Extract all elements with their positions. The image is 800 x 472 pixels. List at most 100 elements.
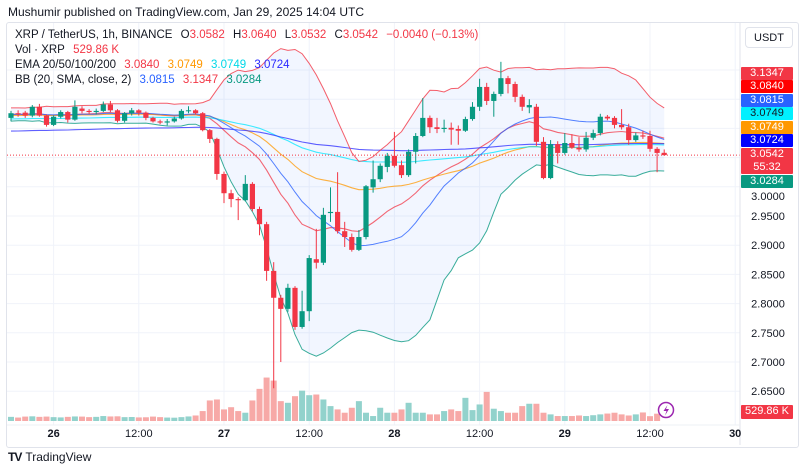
candle[interactable] — [448, 122, 454, 145]
candle[interactable] — [363, 185, 369, 240]
candle[interactable] — [164, 119, 170, 126]
candle[interactable] — [122, 112, 128, 123]
candle[interactable] — [299, 290, 305, 329]
candle[interactable] — [278, 294, 284, 362]
candle[interactable] — [569, 134, 575, 149]
candle[interactable] — [512, 81, 518, 103]
candle[interactable] — [342, 221, 348, 247]
candle[interactable] — [484, 82, 490, 106]
candle[interactable] — [356, 230, 362, 252]
candle[interactable] — [51, 115, 57, 127]
candle[interactable] — [526, 99, 532, 114]
candle[interactable] — [597, 113, 603, 136]
candle[interactable] — [221, 171, 227, 204]
volume-bar — [79, 416, 85, 421]
candle[interactable] — [633, 132, 639, 142]
candle[interactable] — [562, 133, 568, 155]
candle[interactable] — [207, 128, 213, 143]
candle[interactable] — [228, 189, 234, 208]
candle[interactable] — [150, 116, 156, 123]
candle[interactable] — [200, 112, 206, 132]
currency-button[interactable]: USDT — [745, 27, 793, 48]
candle[interactable] — [256, 206, 263, 236]
candle[interactable] — [15, 110, 21, 117]
candle[interactable] — [306, 255, 312, 322]
candle[interactable] — [469, 102, 476, 121]
candle[interactable] — [29, 105, 35, 118]
candle[interactable] — [72, 100, 78, 121]
candle[interactable] — [505, 75, 511, 94]
candle[interactable] — [604, 114, 610, 121]
candle[interactable] — [640, 130, 646, 139]
candle[interactable] — [462, 116, 468, 132]
candle[interactable] — [264, 221, 270, 281]
candle[interactable] — [143, 111, 149, 121]
candle[interactable] — [86, 109, 92, 114]
candle[interactable] — [79, 106, 85, 114]
candle[interactable] — [519, 94, 525, 111]
candle[interactable] — [185, 106, 192, 114]
candle[interactable] — [292, 286, 298, 330]
candle[interactable] — [626, 123, 632, 145]
candle[interactable] — [477, 78, 483, 111]
candle[interactable] — [8, 110, 14, 122]
candle[interactable] — [114, 109, 121, 123]
candle[interactable] — [533, 103, 539, 146]
candle[interactable] — [498, 61, 504, 97]
candle[interactable] — [93, 108, 99, 115]
candle[interactable] — [43, 114, 50, 127]
candle[interactable] — [271, 262, 277, 389]
candle[interactable] — [285, 283, 291, 312]
alert-button[interactable] — [657, 401, 675, 419]
candle[interactable] — [455, 125, 461, 145]
candle[interactable] — [491, 91, 497, 117]
candle[interactable] — [129, 107, 135, 116]
candle[interactable] — [58, 110, 64, 119]
candle[interactable] — [327, 187, 334, 222]
candle[interactable] — [107, 100, 113, 113]
candle[interactable] — [136, 109, 142, 116]
candle[interactable] — [441, 119, 447, 133]
candle[interactable] — [555, 141, 561, 164]
candle[interactable] — [548, 140, 554, 180]
candle[interactable] — [370, 160, 376, 193]
candle[interactable] — [413, 133, 419, 164]
candle[interactable] — [391, 131, 397, 168]
candle[interactable] — [235, 197, 241, 221]
candle[interactable] — [214, 137, 220, 180]
candle[interactable] — [242, 175, 248, 202]
candle[interactable] — [178, 109, 184, 120]
candle[interactable] — [249, 182, 255, 212]
candle[interactable] — [590, 129, 596, 141]
candle[interactable] — [434, 117, 440, 134]
candle[interactable] — [157, 119, 163, 125]
candle[interactable] — [193, 109, 199, 115]
candle[interactable] — [65, 110, 71, 123]
candle[interactable] — [654, 147, 660, 173]
candle[interactable] — [100, 101, 106, 113]
candle[interactable] — [335, 172, 341, 234]
bb-label[interactable]: BB (20, SMA, close, 2) — [15, 74, 132, 86]
candle[interactable] — [420, 98, 426, 138]
candle[interactable] — [349, 233, 355, 252]
candle[interactable] — [171, 116, 177, 123]
candle[interactable] — [647, 130, 653, 152]
candle[interactable] — [540, 137, 547, 180]
candle[interactable] — [313, 228, 319, 269]
candle[interactable] — [320, 207, 326, 266]
candle[interactable] — [384, 152, 390, 173]
candle[interactable] — [406, 149, 412, 177]
candle[interactable] — [583, 131, 589, 152]
candle[interactable] — [377, 163, 383, 183]
candle[interactable] — [619, 109, 625, 130]
candle[interactable] — [427, 115, 433, 134]
candle[interactable] — [36, 103, 42, 117]
candle[interactable] — [576, 137, 582, 152]
candle[interactable] — [611, 116, 618, 129]
ema-label[interactable]: EMA 20/50/100/200 — [15, 59, 117, 71]
candle[interactable] — [22, 110, 28, 118]
volume-label[interactable]: Vol · XRP — [15, 44, 65, 56]
symbol-label[interactable]: XRP / TetherUS, 1h, BINANCE — [15, 29, 173, 41]
candle[interactable] — [398, 160, 405, 179]
